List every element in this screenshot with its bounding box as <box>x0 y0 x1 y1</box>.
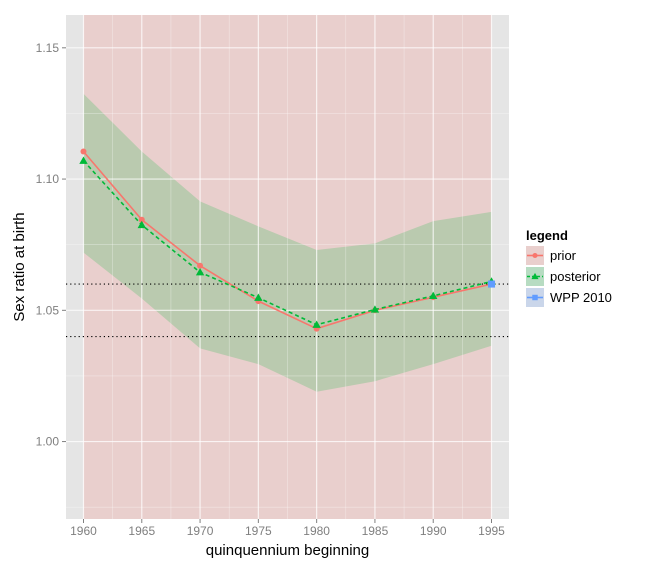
posterior-point <box>312 320 321 328</box>
prior-point <box>138 216 145 223</box>
posterior-point <box>254 293 263 301</box>
posterior-band <box>83 93 492 392</box>
legend-label: prior <box>550 248 577 263</box>
x-tick-label: 1985 <box>362 524 389 538</box>
legend-key-marker <box>532 252 538 259</box>
posterior-point <box>429 291 438 300</box>
x-tick-label: 1960 <box>70 524 97 538</box>
legend-label: posterior <box>550 269 601 284</box>
y-tick-label: 1.10 <box>36 172 60 186</box>
y-tick-label: 1.15 <box>36 41 60 55</box>
y-axis-title: Sex ratio at birth <box>11 212 28 321</box>
bands-layer <box>83 15 492 519</box>
grid-layer <box>66 15 509 519</box>
legend-key-marker <box>531 272 539 280</box>
series-layer <box>79 148 496 332</box>
posterior-point <box>137 220 146 229</box>
legend-title: legend <box>526 228 568 243</box>
prior-band <box>83 15 492 519</box>
x-tick-label: 1995 <box>478 524 505 538</box>
prior-line <box>82 150 492 330</box>
y-tick-label: 1.05 <box>36 303 60 317</box>
legend: legend prior posterior WPP 2010 <box>526 228 612 307</box>
y-axis: 1.00 1.05 1.10 1.15 <box>36 41 66 449</box>
x-tick-label: 1975 <box>245 524 272 538</box>
posterior-line <box>82 160 492 326</box>
posterior-point <box>79 156 88 164</box>
legend-label: WPP 2010 <box>550 290 612 305</box>
x-tick-label: 1970 <box>187 524 214 538</box>
y-tick-label: 1.00 <box>36 435 60 449</box>
legend-entry-wpp-2010: WPP 2010 <box>526 288 612 307</box>
x-tick-label: 1980 <box>303 524 330 538</box>
wpp-2010-series <box>487 280 496 288</box>
posterior-point <box>370 305 380 313</box>
plot-background <box>66 15 509 519</box>
legend-entry-posterior: posterior <box>526 267 601 286</box>
legend-key-marker <box>532 294 538 301</box>
prior-point <box>80 148 87 155</box>
wpp-2010-point <box>487 280 496 288</box>
x-axis: 1960 1965 1970 1975 1980 1985 1990 1995 <box>70 519 505 538</box>
legend-entry-prior: prior <box>526 246 577 265</box>
posterior-series <box>79 156 496 328</box>
x-axis-title: quinquennium beginning <box>206 542 369 559</box>
posterior-point <box>195 268 205 276</box>
prior-point <box>197 262 204 269</box>
x-tick-label: 1965 <box>128 524 155 538</box>
x-tick-label: 1990 <box>420 524 447 538</box>
